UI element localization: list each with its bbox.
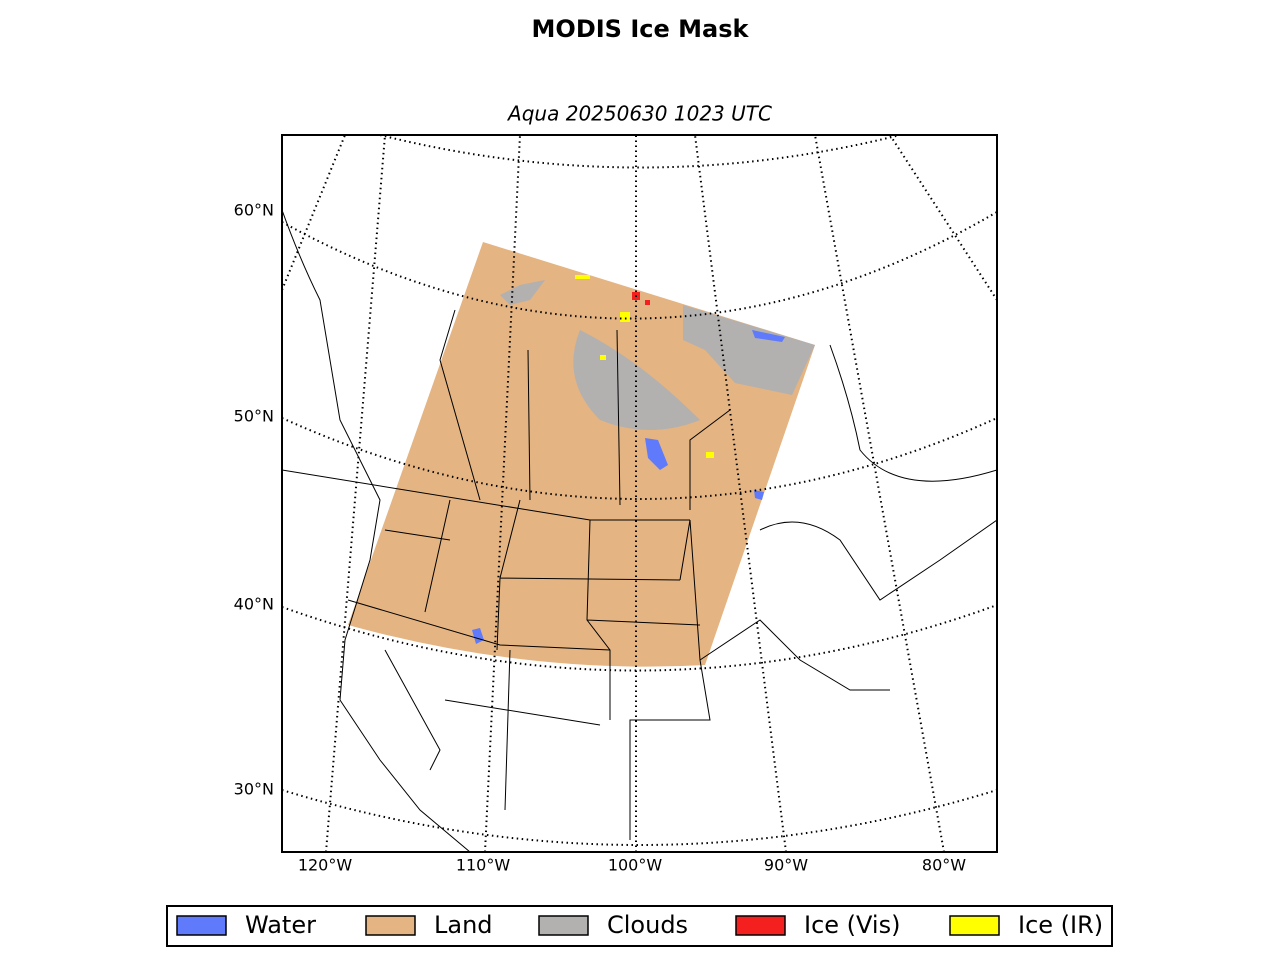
lon-label: 110°W — [456, 856, 511, 875]
legend-label: Ice (Vis) — [804, 911, 900, 939]
lon-label: 120°W — [298, 856, 353, 875]
coast — [282, 209, 997, 852]
lon-label: 90°W — [764, 856, 808, 875]
lon-labels: 120°W 110°W 100°W 90°W 80°W — [298, 856, 966, 875]
subtitle: Aqua 20250630 1023 UTC — [506, 102, 772, 126]
title: MODIS Ice Mask — [532, 15, 750, 43]
map — [282, 135, 997, 852]
legend: Water Land Clouds Ice (Vis) Ice (IR) — [166, 905, 1113, 947]
map-frame — [281, 134, 998, 853]
ice-area — [632, 292, 650, 305]
legend-swatch — [538, 915, 589, 936]
lat-label: 50°N — [234, 407, 274, 426]
meridian — [325, 135, 386, 852]
cloud-area — [683, 305, 815, 395]
legend-swatch — [735, 915, 786, 936]
lat-label: 30°N — [234, 780, 274, 799]
legend-swatch — [176, 915, 227, 936]
swath-land — [348, 242, 815, 667]
meridian — [282, 135, 346, 291]
lat-label: 60°N — [234, 201, 274, 220]
lon-label: 80°W — [922, 856, 966, 875]
legend-swatch — [949, 915, 1000, 936]
legend-label: Ice (IR) — [1018, 911, 1103, 939]
lat-label: 40°N — [234, 595, 274, 614]
lat-labels: 60°N 50°N 40°N 30°N — [234, 201, 274, 799]
lon-label: 100°W — [608, 856, 663, 875]
legend-label: Clouds — [607, 911, 688, 939]
meridian — [814, 135, 945, 852]
meridian — [694, 135, 787, 852]
parallel — [282, 789, 997, 846]
meridian — [889, 135, 997, 301]
legend-label: Water — [245, 911, 316, 939]
parallel — [282, 604, 997, 672]
legend-label: Land — [434, 911, 493, 939]
parallel — [379, 135, 901, 169]
legend-swatch — [365, 915, 416, 936]
border — [282, 309, 890, 840]
